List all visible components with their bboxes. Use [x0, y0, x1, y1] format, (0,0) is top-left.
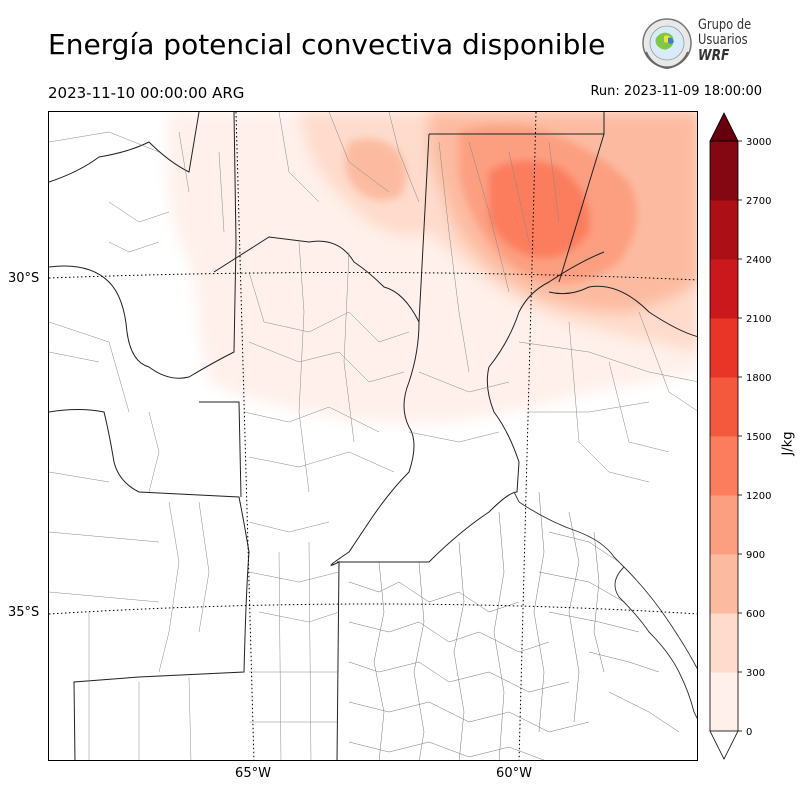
colorbar: 0 300 600 900 1200 1500 1800 2100 2400 2700 3000 — [709, 112, 771, 760]
logo-line-2: Usuarios — [698, 32, 748, 48]
colorbar-segment — [710, 259, 738, 319]
logo-line-3: WRF — [698, 46, 730, 64]
cape-level-1200-1500 — [489, 160, 590, 258]
department-boundaries — [49, 112, 697, 760]
colorbar-ticks: 0 300 600 900 1200 1500 1800 2100 2400 2700 3000 — [738, 137, 771, 738]
colorbar-segment — [710, 436, 738, 496]
cape-patch-west — [345, 138, 407, 201]
colorbar-tick-label: 3000 — [746, 137, 771, 148]
colorbar-extend-min — [709, 730, 739, 760]
colorbar-tick-label: 2700 — [746, 196, 771, 207]
colorbar-segment — [710, 318, 738, 378]
colorbar-tick-label: 0 — [746, 727, 752, 738]
colorbar-tick-label: 2400 — [746, 255, 771, 266]
cape-fill-layer — [167, 112, 697, 424]
province-boundaries — [49, 112, 697, 760]
colorbar-tick-label: 900 — [746, 550, 765, 561]
map-title: Energía potencial convectiva disponible — [48, 28, 606, 61]
colorbar-tick-label: 600 — [746, 609, 765, 620]
colorbar-segment — [710, 672, 738, 732]
lat-label-35s: 35°S — [8, 605, 40, 620]
colorbar-segment — [710, 200, 738, 260]
colorbar-segment — [710, 377, 738, 437]
colorbar-tick-label: 1500 — [746, 432, 771, 443]
valid-time: 2023-11-10 00:00:00 ARG — [48, 84, 245, 102]
graticule — [49, 112, 697, 760]
lon-label-60w: 60°W — [496, 766, 532, 781]
lon-label-65w: 65°W — [235, 766, 271, 781]
colorbar-segment — [710, 495, 738, 555]
colorbar-segment — [710, 554, 738, 614]
buenos-aires-districts — [348, 491, 680, 760]
globe-icon — [642, 18, 692, 70]
run-time: Run: 2023-11-09 18:00:00 — [590, 84, 762, 99]
colorbar-extend-max — [709, 112, 739, 142]
colorbar-segments — [709, 112, 739, 760]
colorbar-segment — [710, 141, 738, 201]
colorbar-tick-label: 1200 — [746, 491, 771, 502]
logo-line-1: Grupo de — [698, 17, 752, 33]
colorbar-tick-label: 1800 — [746, 373, 771, 384]
colorbar-unit-label: J/kg — [780, 431, 796, 456]
cape-map — [48, 111, 698, 761]
group-logo: Grupo de Usuarios WRF — [638, 16, 768, 72]
lat-label-30s: 30°S — [8, 271, 40, 286]
colorbar-segment — [710, 613, 738, 673]
colorbar-tick-label: 2100 — [746, 314, 771, 325]
map-canvas — [49, 112, 697, 760]
coastline — [513, 491, 697, 720]
colorbar-tick-label: 300 — [746, 668, 765, 679]
